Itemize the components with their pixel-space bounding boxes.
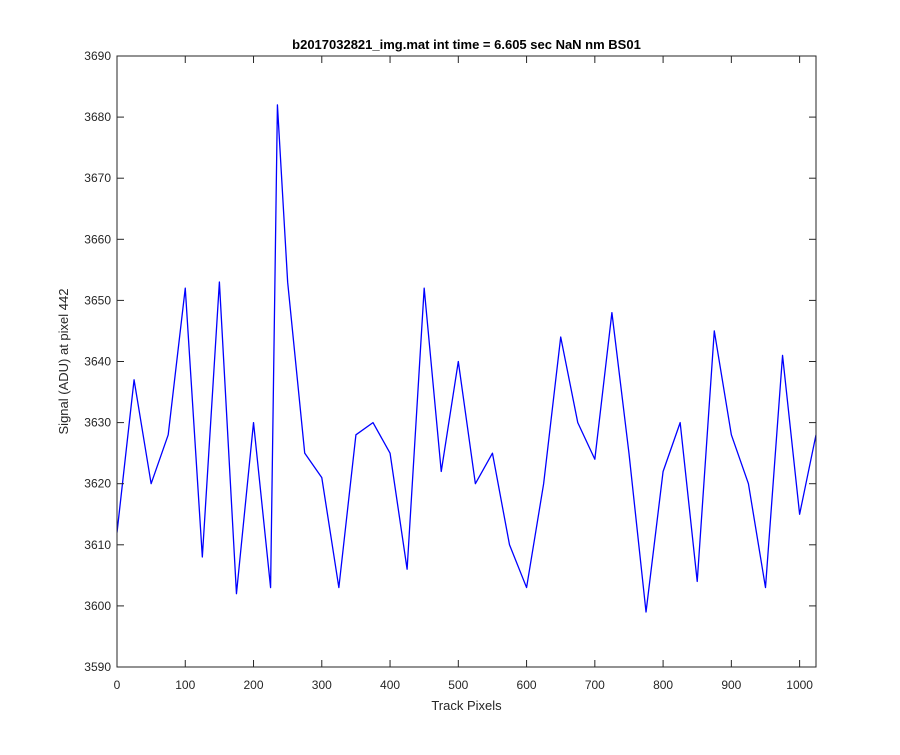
y-tick-label: 3620 (84, 477, 111, 491)
x-tick-label: 800 (653, 678, 673, 692)
x-tick-label: 600 (517, 678, 537, 692)
x-tick-label: 100 (175, 678, 195, 692)
y-tick-label: 3640 (84, 355, 111, 369)
y-tick-label: 3650 (84, 293, 111, 307)
plot-background (117, 56, 816, 667)
y-tick-label: 3680 (84, 110, 111, 124)
x-tick-label: 500 (448, 678, 468, 692)
plot-area: 0 100 200 300 400 500 600 700 800 900 1000 3590 3600… (84, 49, 817, 692)
y-tick-label: 3590 (84, 660, 111, 674)
x-axis-label: Track Pixels (431, 698, 502, 713)
x-tick-label: 400 (380, 678, 400, 692)
series-line-0 (117, 104, 816, 613)
y-tick-label: 3660 (84, 232, 111, 246)
chart-title: b2017032821_img.mat int time = 6.605 sec… (292, 37, 641, 52)
y-tick-label: 3600 (84, 599, 111, 613)
y-tick-label: 3690 (84, 49, 111, 63)
x-tick-label: 0 (114, 678, 121, 692)
y-tick-label: 3610 (84, 538, 111, 552)
x-tick-label: 700 (585, 678, 605, 692)
y-tick-label: 3630 (84, 416, 111, 430)
x-tick-label: 200 (244, 678, 264, 692)
x-tick-label: 900 (721, 678, 741, 692)
x-tick-label: 1000 (786, 678, 813, 692)
y-axis-label: Signal (ADU) at pixel 442 (56, 289, 71, 435)
y-tick-label: 3670 (84, 171, 111, 185)
x-tick-label: 300 (312, 678, 332, 692)
